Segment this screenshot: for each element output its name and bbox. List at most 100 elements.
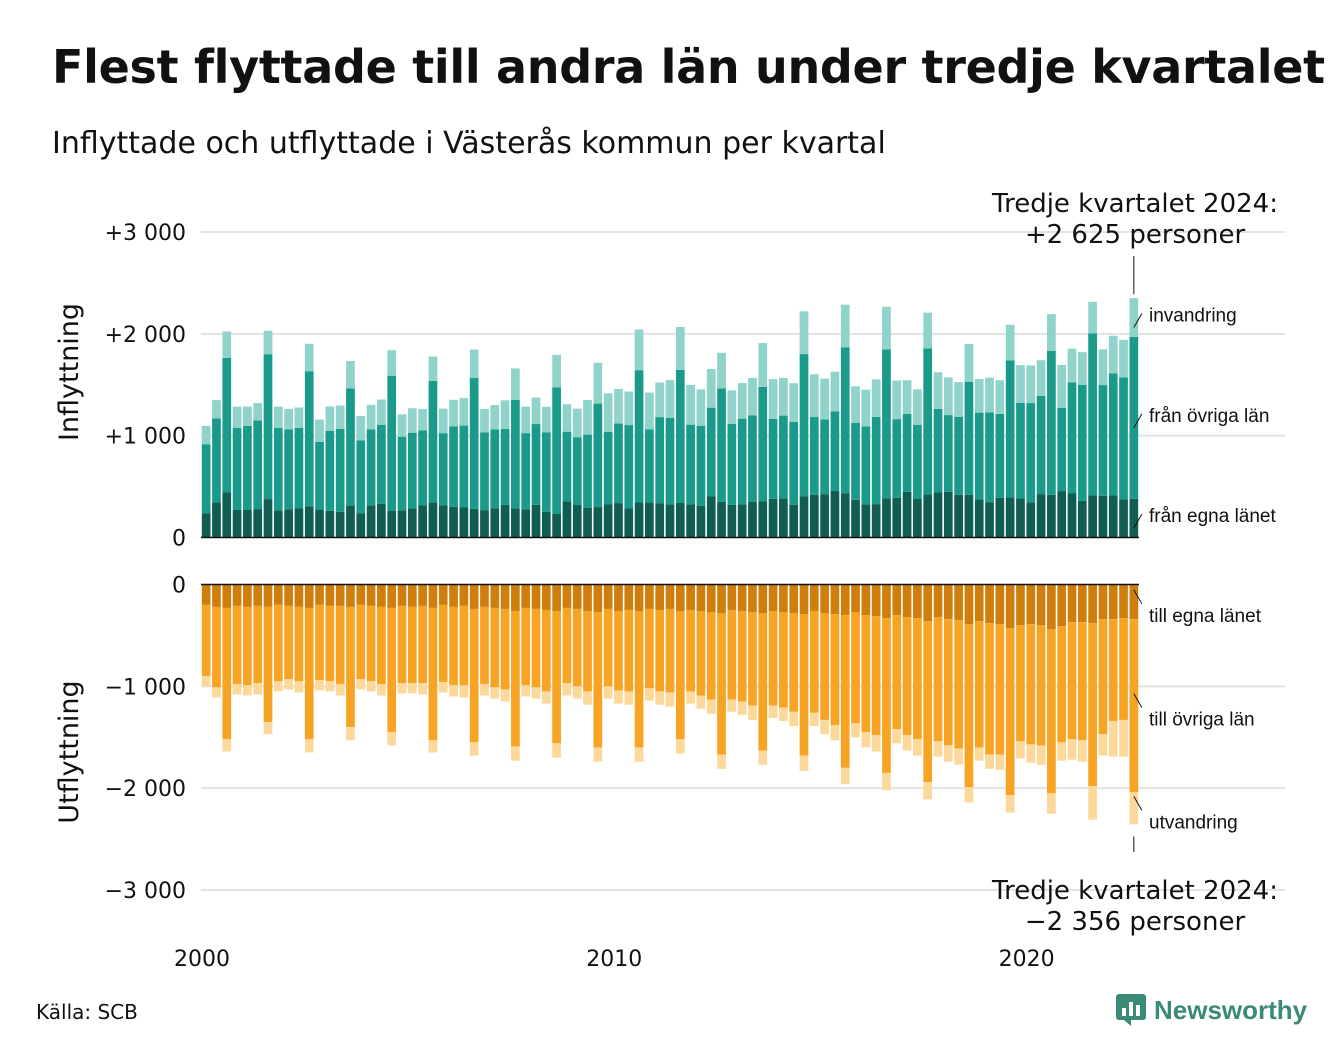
bar-out-2 [1057,742,1067,761]
annotation-bottom-line1: Tredje kvartalet 2024: [991,876,1278,906]
bar-in-1 [428,380,438,503]
bar-in-2 [490,405,500,430]
bar-out-1 [1088,623,1097,787]
bar-out-0 [593,584,603,612]
bar-in-1 [346,388,355,506]
series-label-in: invandring [1149,306,1237,327]
bar-in-1 [325,430,335,511]
bar-in-2 [964,344,974,382]
bar-out-2 [593,747,603,762]
bar-in-0 [222,492,232,538]
bar-out-1 [861,615,871,733]
bar-out-2 [315,680,324,691]
bar-out-2 [583,691,592,705]
bar-out-1 [1077,622,1087,741]
bar-out-1 [1026,624,1036,745]
bar-in-1 [779,415,788,499]
bar-in-0 [933,492,943,538]
bar-in-2 [243,406,252,426]
bar-out-0 [469,584,479,609]
bar-in-2 [696,389,706,426]
bar-in-1 [624,425,634,509]
bar-in-2 [232,406,242,429]
bar-in-0 [727,504,737,538]
bar-in-1 [1016,402,1025,499]
y-tick-label-top: 0 [172,527,186,552]
bar-out-0 [418,584,427,606]
bar-in-0 [706,496,716,538]
bar-out-0 [603,584,613,609]
bar-in-2 [923,312,933,349]
bar-out-0 [583,584,592,611]
bar-in-2 [737,383,747,419]
bar-out-1 [438,604,448,683]
bar-in-0 [861,504,871,538]
bar-out-2 [737,701,747,715]
bar-in-0 [263,499,273,538]
bar-out-2 [222,739,232,752]
bar-out-0 [273,584,283,605]
annotation-top-line1: Tredje kvartalet 2024: [991,189,1278,219]
bar-in-1 [511,400,520,509]
bar-out-2 [809,712,819,727]
bar-in-0 [212,502,221,538]
bar-in-1 [645,429,654,503]
bar-in-2 [397,414,407,437]
bar-in-2 [686,384,695,425]
bar-in-1 [706,407,716,497]
bar-in-1 [366,429,376,506]
bar-in-1 [222,357,232,493]
bar-out-2 [438,682,448,693]
bar-out-1 [748,612,757,706]
bar-out-1 [964,624,974,788]
bar-out-0 [799,584,809,615]
bar-in-1 [500,428,510,505]
bar-in-2 [830,371,840,412]
bar-out-0 [902,584,912,618]
bar-out-2 [820,719,829,735]
bar-out-1 [974,621,984,748]
bar-out-0 [768,584,778,611]
bar-out-2 [1108,720,1118,757]
bar-out-0 [686,584,695,610]
bar-out-0 [861,584,871,616]
bar-in-1 [789,422,799,505]
bar-out-2 [645,688,654,701]
bar-in-1 [469,378,479,509]
bar-in-1 [1057,407,1067,492]
bar-out-1 [603,608,613,687]
bar-out-1 [366,605,376,682]
bar-out-2 [428,740,438,753]
bar-out-1 [1036,625,1046,746]
bar-in-2 [366,404,376,430]
bar-in-0 [552,513,561,538]
bar-out-0 [758,584,768,614]
bar-out-0 [232,584,242,606]
bar-out-1 [768,610,778,706]
bar-out-0 [954,584,963,621]
bar-out-2 [253,683,263,695]
bar-out-0 [1119,584,1128,619]
bar-out-1 [727,609,737,700]
bar-in-1 [686,424,695,505]
bar-out-1 [624,609,634,692]
bar-in-1 [201,444,211,514]
bar-in-2 [943,377,953,416]
bar-out-2 [840,767,850,785]
bar-in-2 [201,425,211,445]
bar-in-2 [335,405,345,429]
bar-in-1 [696,425,706,506]
bar-in-2 [614,388,623,424]
bar-in-0 [985,502,994,538]
bar-in-1 [572,437,582,506]
bar-in-1 [212,418,221,503]
bar-out-0 [397,584,407,606]
bar-in-1 [459,425,469,508]
bar-out-2 [748,705,757,720]
bar-in-1 [655,417,665,504]
bar-out-1 [923,621,933,783]
bar-out-2 [1016,741,1025,759]
bar-in-2 [665,380,675,418]
bar-in-1 [840,347,850,494]
bar-in-0 [675,502,685,538]
